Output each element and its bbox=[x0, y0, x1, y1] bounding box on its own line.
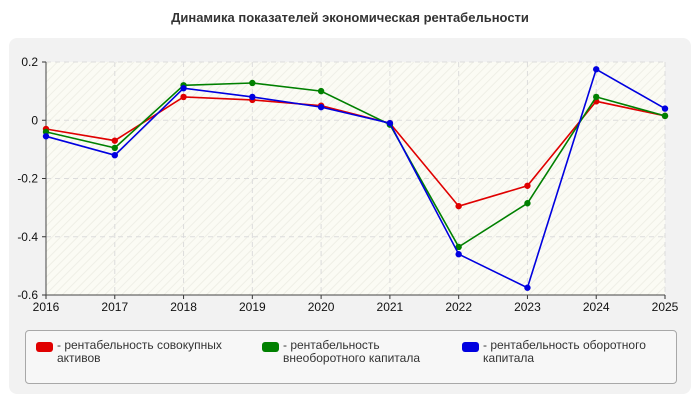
y-tick-label: 0.2 bbox=[21, 55, 38, 69]
y-tick-label: 0 bbox=[31, 113, 38, 127]
series-group bbox=[42, 66, 669, 291]
y-tick-label: -0.4 bbox=[17, 230, 38, 244]
data-point bbox=[317, 87, 325, 95]
data-point bbox=[661, 112, 669, 120]
data-point bbox=[42, 133, 50, 140]
x-tick-label: 2017 bbox=[101, 300, 128, 314]
x-tick-label: 2023 bbox=[514, 300, 541, 314]
data-point bbox=[524, 200, 531, 207]
data-point bbox=[386, 119, 394, 127]
x-tick-label: 2019 bbox=[239, 300, 266, 314]
x-tick-label: 2025 bbox=[652, 300, 679, 314]
series-line-1 bbox=[45, 82, 666, 249]
data-point bbox=[111, 152, 118, 159]
data-point bbox=[180, 93, 187, 101]
data-point bbox=[455, 251, 462, 258]
data-point bbox=[455, 202, 462, 210]
data-point bbox=[593, 93, 600, 101]
data-point bbox=[180, 85, 187, 92]
data-point bbox=[593, 66, 600, 73]
x-tick-label: 2024 bbox=[583, 300, 610, 314]
y-tick-label: -0.6 bbox=[17, 288, 38, 302]
x-tick-label: 2022 bbox=[445, 300, 472, 314]
data-point bbox=[249, 79, 256, 87]
x-tick-label: 2016 bbox=[33, 300, 60, 314]
legend-swatch-red bbox=[36, 342, 53, 352]
legend: - рентабельность совокупных активов - ре… bbox=[25, 330, 677, 384]
data-point bbox=[455, 243, 462, 251]
data-point bbox=[524, 182, 531, 189]
data-point bbox=[111, 144, 118, 152]
data-point bbox=[317, 103, 325, 111]
legend-item-fixed-capital[interactable]: - рентабельность внеоборотного капитала bbox=[262, 339, 447, 365]
series-line-2 bbox=[45, 68, 666, 289]
data-point bbox=[661, 105, 669, 112]
legend-item-working-capital[interactable]: - рентабельность оборотного капитала bbox=[462, 339, 672, 365]
legend-label: - рентабельность внеоборотного капитала bbox=[283, 338, 420, 365]
legend-label: - рентабельность оборотного капитала bbox=[483, 338, 646, 365]
x-tick-label: 2021 bbox=[377, 300, 404, 314]
x-tick-label: 2018 bbox=[170, 300, 197, 314]
x-tick-label: 2020 bbox=[308, 300, 335, 314]
data-point bbox=[249, 93, 256, 101]
legend-label: - рентабельность совокупных активов bbox=[57, 338, 222, 365]
legend-swatch-green bbox=[262, 342, 279, 352]
legend-item-assets[interactable]: - рентабельность совокупных активов bbox=[36, 339, 251, 365]
y-tick-label: -0.2 bbox=[17, 172, 38, 186]
data-point bbox=[111, 137, 118, 144]
legend-swatch-blue bbox=[462, 342, 479, 352]
chart-title: Динамика показателей экономическая рента… bbox=[171, 10, 529, 25]
data-point bbox=[524, 284, 531, 291]
